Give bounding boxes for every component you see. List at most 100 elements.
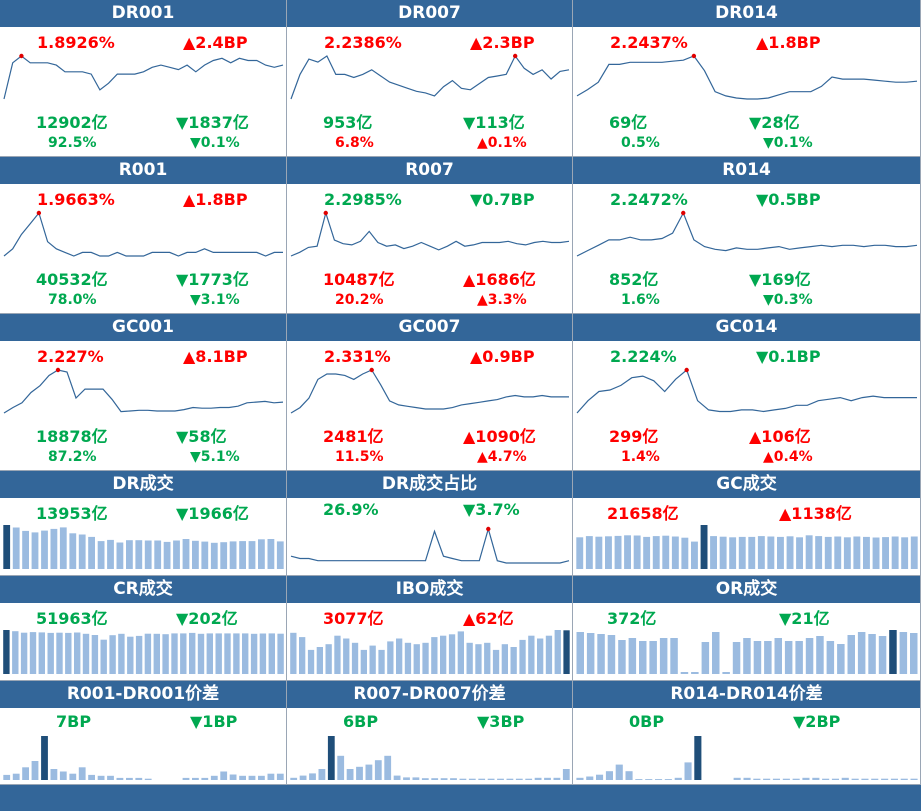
share-value: 1.6% xyxy=(621,292,660,308)
chart-area xyxy=(290,736,570,780)
peak-point xyxy=(19,53,24,59)
share-value: 92.5% xyxy=(48,135,97,151)
volume-value: 51963亿 xyxy=(36,609,108,628)
rate-panel-dr007: DR007 2.2386% ▲2.3BP 953亿 ▼113亿 6.8% ▲0.1% xyxy=(287,0,573,157)
bar xyxy=(910,778,918,780)
share-change: ▼5.1% xyxy=(190,449,240,465)
volume-value: 18878亿 xyxy=(36,427,108,446)
bar xyxy=(837,644,845,674)
peak-point xyxy=(369,367,374,373)
bar xyxy=(404,642,412,674)
bar xyxy=(29,632,37,674)
chart-area xyxy=(290,367,569,414)
rate-change: ▲2.3BP xyxy=(470,33,535,52)
rate-panel-dr001: DR001 1.8926% ▲2.4BP 12902亿 ▼1837亿 92.5% ▼0.1% xyxy=(0,0,287,157)
bar xyxy=(691,672,699,674)
bar xyxy=(899,632,908,674)
volume-value: 40532亿 xyxy=(36,270,108,289)
bar xyxy=(259,633,267,674)
bar xyxy=(197,633,205,674)
bar xyxy=(861,778,869,780)
peak-point xyxy=(486,526,491,532)
bar xyxy=(757,536,765,569)
bar xyxy=(680,672,689,674)
bar xyxy=(824,536,832,569)
bar xyxy=(545,635,553,674)
bar xyxy=(882,537,889,569)
share-value: 6.8% xyxy=(335,135,374,151)
spread-panel-1: R007-DR007价差 6BP ▼3BP xyxy=(287,681,573,785)
bar xyxy=(843,537,851,569)
bar xyxy=(316,647,323,674)
bar xyxy=(299,775,307,780)
bar xyxy=(107,539,114,569)
bar xyxy=(671,536,679,569)
bar xyxy=(605,536,612,569)
panel-title: R007 xyxy=(287,157,572,184)
chart-area xyxy=(290,53,570,100)
bar xyxy=(729,537,737,569)
peak-point xyxy=(512,53,518,59)
bar xyxy=(563,630,570,674)
volume-change: ▼3.7% xyxy=(463,500,520,519)
bar xyxy=(88,774,95,780)
bar xyxy=(118,633,125,674)
series-line xyxy=(290,369,569,414)
volume-value: 299亿 xyxy=(609,427,659,446)
volume-value: 10487亿 xyxy=(323,270,395,289)
rate-change: ▲0.9BP xyxy=(470,347,535,366)
spread-value: 0BP xyxy=(629,712,665,731)
bar xyxy=(78,534,86,569)
rate-change: ▲8.1BP xyxy=(183,347,248,366)
bar xyxy=(356,766,363,780)
volume-change: ▼1837亿 xyxy=(176,113,249,132)
bar xyxy=(50,528,58,569)
volume-panel-4: IBO成交 3077亿 ▲62亿 xyxy=(287,576,573,681)
bar xyxy=(596,774,604,780)
bar xyxy=(135,777,143,780)
bar xyxy=(544,777,551,780)
share-value: 87.2% xyxy=(48,449,97,465)
bar xyxy=(700,525,708,569)
peak-point xyxy=(36,210,42,216)
bar xyxy=(792,778,800,780)
volume-change: ▼58亿 xyxy=(176,427,227,446)
bar xyxy=(853,536,861,569)
bar xyxy=(655,779,663,780)
peak-point xyxy=(681,210,686,216)
bar xyxy=(374,760,382,780)
bar xyxy=(182,777,190,780)
bar xyxy=(220,542,228,569)
bar xyxy=(189,632,196,674)
bar xyxy=(346,769,354,780)
bar xyxy=(748,536,756,569)
bar xyxy=(56,632,63,674)
chart-area xyxy=(3,367,284,414)
panel-title: GC001 xyxy=(0,314,286,341)
bar xyxy=(586,776,594,780)
bar xyxy=(625,771,633,780)
chart-area xyxy=(3,736,284,780)
bar xyxy=(290,632,297,674)
share-change: ▲3.3% xyxy=(477,292,527,308)
bar xyxy=(537,638,544,674)
share-change: ▲4.7% xyxy=(477,449,527,465)
bar xyxy=(299,637,306,674)
rate-value: 2.2985% xyxy=(324,190,402,209)
series-line xyxy=(3,55,284,100)
bar xyxy=(47,632,54,674)
chart-area xyxy=(576,630,918,674)
bar xyxy=(109,635,116,674)
bar xyxy=(681,537,689,569)
chart-area xyxy=(576,53,918,100)
bar xyxy=(431,637,438,674)
bar xyxy=(22,767,29,780)
bar xyxy=(307,649,315,674)
series-line xyxy=(576,368,917,414)
chart-area xyxy=(576,736,918,780)
rate-panel-dr014: DR014 2.2437% ▲1.8BP 69亿 ▼28亿 0.5% ▼0.1% xyxy=(573,0,921,157)
bar xyxy=(857,632,866,674)
rate-panel-r007: R007 2.2985% ▼0.7BP 10487亿 ▲1686亿 20.2% ▲3.3% xyxy=(287,157,573,314)
bar xyxy=(82,633,90,674)
